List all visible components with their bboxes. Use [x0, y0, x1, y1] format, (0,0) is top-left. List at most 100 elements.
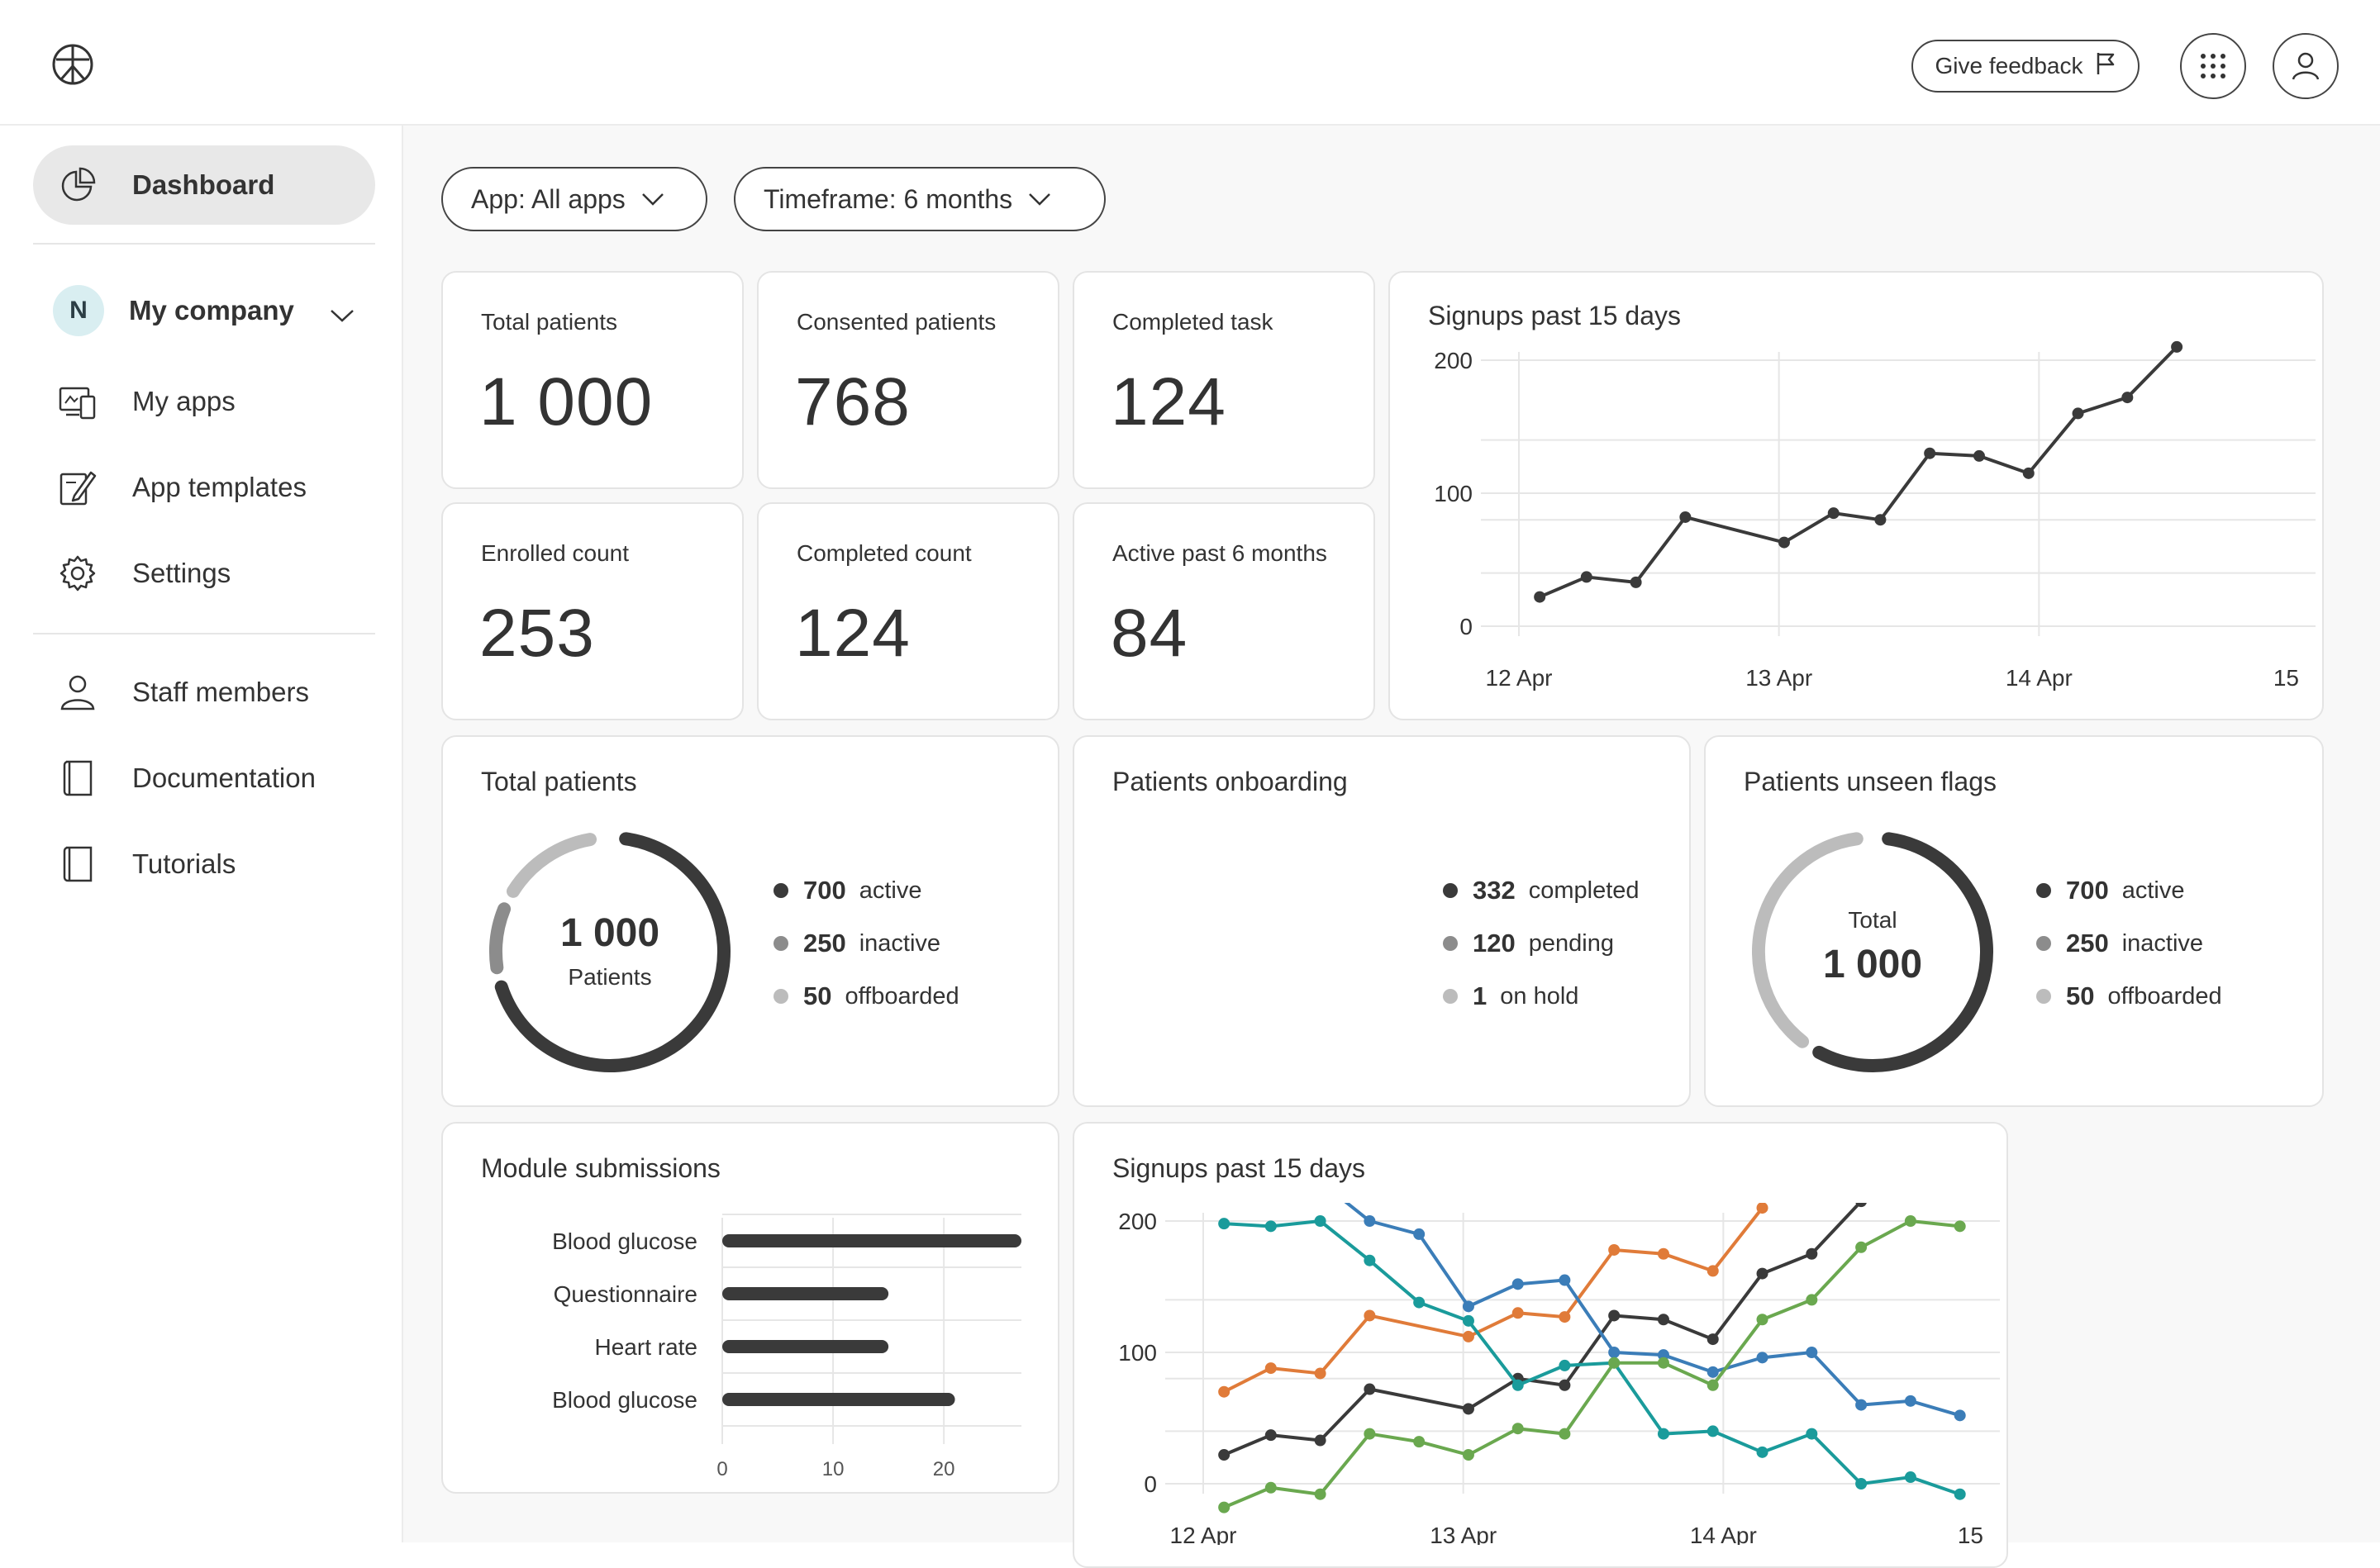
user-icon [2292, 52, 2320, 80]
legend-dot [1443, 936, 1458, 951]
legend-dot [1443, 883, 1458, 898]
stat-card-consented-patients: Consented patients 768 [757, 271, 1059, 489]
legend-dot [774, 883, 788, 898]
sidebar-item-my-apps[interactable]: My apps [33, 362, 375, 441]
patients-unseen-flags-card: Patients unseen flags Total 1 000 700 act… [1704, 735, 2324, 1107]
data-point [1905, 1150, 1916, 1162]
donut-center-value: 1 000 [1822, 943, 1923, 986]
sidebar-item-tutorials[interactable]: Tutorials [33, 824, 375, 904]
data-point [1657, 1314, 1669, 1326]
signups-multi-line-chart: 12 Apr 13 Apr 14 Apr 15 0 100 200 [1118, 1150, 2000, 1545]
legend-label: offboarded [845, 982, 959, 1010]
data-point [1608, 1309, 1621, 1322]
card-title: Module submissions [481, 1153, 721, 1183]
stat-value: 768 [795, 364, 911, 440]
data-point [1462, 1314, 1474, 1327]
legend-dot [1443, 989, 1458, 1004]
data-point [1511, 1423, 1524, 1435]
signups-multi-chart-card: Signups past 15 days 12 Apr 13 Apr 14 Apr 1… [1073, 1122, 2008, 1568]
x-tick-label: 20 [933, 1458, 955, 1480]
sidebar-item-dashboard[interactable]: Dashboard [33, 145, 375, 225]
data-point [2022, 467, 2035, 479]
legend-value: 120 [1473, 929, 1516, 957]
data-point [1511, 1307, 1524, 1319]
category-label: Blood glucose [552, 1387, 697, 1413]
chart-title: Signups past 15 days [1112, 1153, 1365, 1183]
sidebar-item-documentation[interactable]: Documentation [33, 739, 375, 818]
chart-title: Signups past 15 days [1428, 301, 1681, 330]
legend-label: inactive [2121, 929, 2204, 957]
data-point [1264, 1362, 1277, 1375]
legend-dot [2036, 883, 2051, 898]
sidebar-item-label: My apps [132, 386, 236, 416]
legend-value: 700 [803, 876, 846, 905]
chevron-down-icon [329, 299, 355, 330]
apps-device-icon [56, 380, 99, 423]
y-tick-label: 0 [1459, 614, 1473, 639]
bar [722, 1287, 889, 1300]
x-tick-label: 12 Apr [1170, 1523, 1237, 1545]
donut-center-value: 1 000 [559, 911, 660, 955]
stat-card-active-past-6-months: Active past 6 months 84 [1073, 502, 1375, 720]
sidebar-item-settings[interactable]: Settings [33, 534, 375, 613]
data-point [1756, 1314, 1768, 1326]
data-point [1756, 1352, 1768, 1364]
data-point [1314, 1434, 1326, 1447]
stat-value: 124 [1111, 364, 1226, 440]
data-point [1511, 1278, 1524, 1290]
data-point [1462, 1330, 1474, 1342]
donut-segment [494, 832, 731, 1072]
data-point [1706, 1425, 1719, 1437]
data-point [1462, 1449, 1474, 1461]
category-label: Questionnaire [554, 1281, 697, 1307]
x-tick-label: 13 Apr [1745, 665, 1812, 691]
legend-dot [774, 936, 788, 951]
sidebar-item-label: Dashboard [132, 169, 275, 200]
data-point [1657, 1357, 1669, 1369]
stat-value: 253 [479, 596, 595, 671]
data-point [1904, 1395, 1916, 1407]
sidebar-item-staff-members[interactable]: Staff members [33, 653, 375, 732]
stat-value: 124 [795, 596, 911, 671]
data-point [1511, 1379, 1524, 1391]
sidebar-item-label: App templates [132, 472, 307, 502]
stat-value: 1 000 [479, 364, 654, 440]
data-point [1218, 1501, 1230, 1513]
y-tick-label: 200 [1118, 1209, 1157, 1234]
data-point [1534, 591, 1546, 603]
data-point [1756, 1267, 1768, 1280]
company-switcher[interactable]: N My company [33, 271, 375, 350]
series-line [1344, 1203, 1961, 1418]
timeframe-filter-dropdown[interactable]: Timeframe: 6 months [734, 167, 1106, 231]
main-content: App: All apps Timeframe: 6 months Total … [403, 126, 2380, 1568]
company-name: My company [129, 295, 294, 325]
signups-line-chart: 12 Apr 13 Apr 14 Apr 15 0 100 200 [1434, 340, 2316, 691]
unseen-flags-donut [1752, 832, 1993, 1072]
y-tick-label: 200 [1434, 348, 1473, 373]
sidebar-item-label: Staff members [132, 677, 309, 707]
data-point [1462, 1403, 1474, 1415]
series-line [1539, 345, 2178, 599]
data-point [1608, 1347, 1621, 1358]
legend-value: 50 [803, 981, 832, 1010]
sidebar-item-app-templates[interactable]: App templates [33, 448, 375, 527]
user-profile-button[interactable] [2273, 33, 2339, 99]
app-filter-dropdown[interactable]: App: All apps [441, 167, 707, 231]
data-point [1264, 1220, 1277, 1233]
data-point [1706, 1379, 1719, 1391]
data-point [1904, 1471, 1916, 1484]
chevron-down-icon [1029, 193, 1051, 206]
data-point [1806, 1294, 1818, 1306]
app-grid-button[interactable] [2180, 33, 2246, 99]
data-point [1608, 1243, 1621, 1256]
data-point [1806, 1247, 1818, 1260]
series-line [1223, 1203, 1863, 1456]
data-point [1413, 1436, 1426, 1448]
give-feedback-button[interactable]: Give feedback [1911, 40, 2140, 93]
data-point [1973, 449, 1985, 462]
card-title: Patients onboarding [1112, 767, 1348, 796]
accessibility-logo-icon[interactable] [50, 41, 96, 88]
x-tick-label: 15 [1958, 1523, 1983, 1545]
donut-center: Total 1 000 [1740, 907, 2005, 987]
card-title: Patients unseen flags [1744, 767, 1997, 796]
